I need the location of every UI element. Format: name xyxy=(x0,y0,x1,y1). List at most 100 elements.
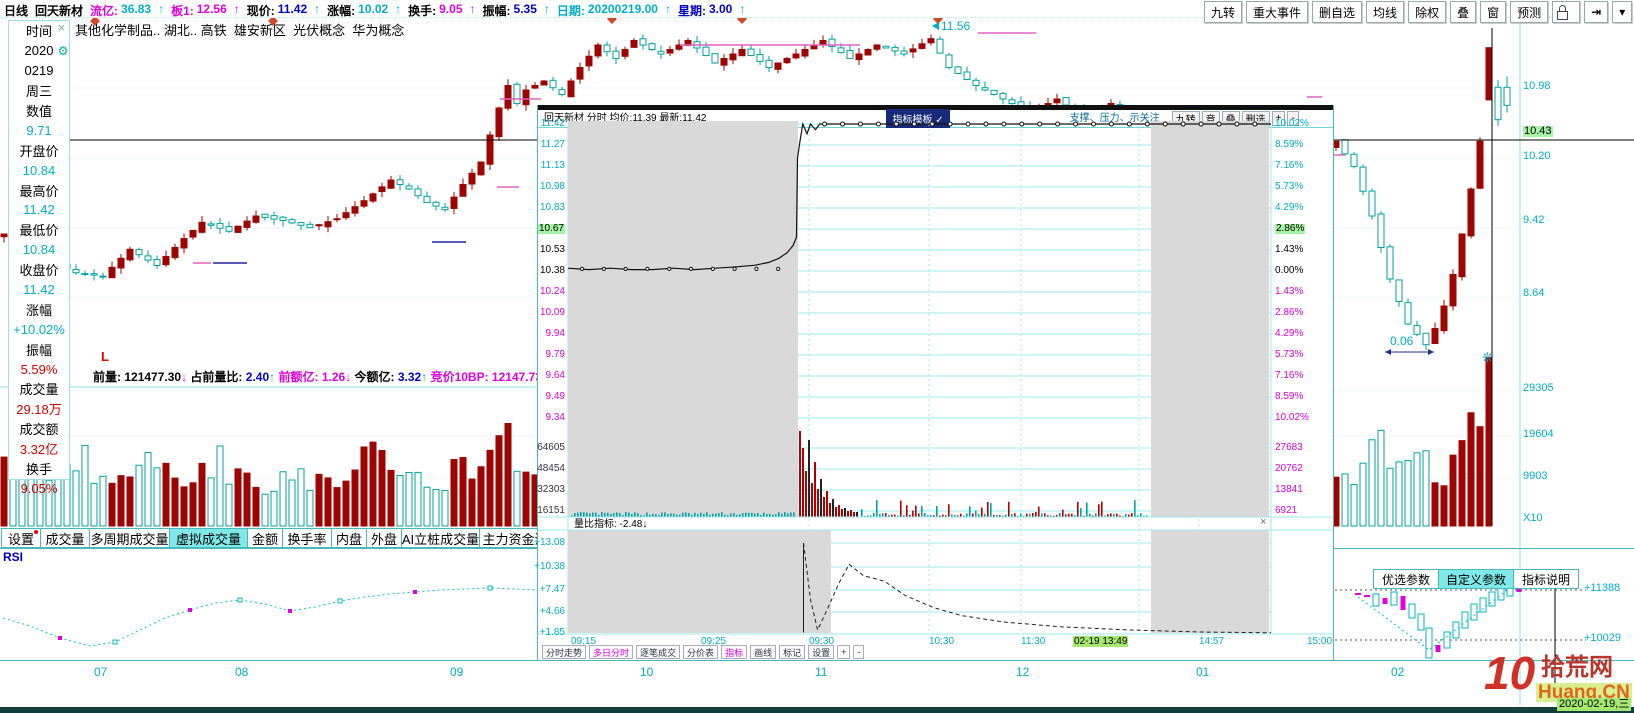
toolbar-button-除权[interactable]: 除权 xyxy=(1408,1,1447,23)
info-row: 9.71 xyxy=(26,122,52,138)
popup-tab-+[interactable]: + xyxy=(1271,111,1286,126)
info-row: 11.42 xyxy=(23,282,55,298)
intraday-pct-label: 5.73% xyxy=(1275,181,1304,192)
tab-优选参数[interactable]: 优选参数 xyxy=(1373,569,1439,589)
tab-多周期成交量[interactable]: 多周期成交量 xyxy=(90,528,170,548)
toolbar-button-叠[interactable]: 叠 xyxy=(1450,1,1477,23)
month-label: 09 xyxy=(450,665,464,679)
info-row: 2020 xyxy=(24,43,54,59)
tab-主力资金流[interactable]: 主力资金流 xyxy=(480,528,551,548)
toolbar-button-预测[interactable]: 预测 xyxy=(1510,1,1549,23)
axis-label: 10.43 xyxy=(1523,125,1553,137)
concept-tags[interactable]: 其他化学制品.. 湖北.. 高铁 雄安新区 光伏概念 华为概念 xyxy=(75,23,405,38)
toolbar-button-九转[interactable]: 九转 xyxy=(1204,1,1243,23)
tab-AI立桩成交量[interactable]: AI立桩成交量 xyxy=(402,528,480,548)
popup-tool-画线[interactable]: 画线 xyxy=(750,645,777,659)
info-row: 振幅 xyxy=(25,342,52,358)
tab-换手率[interactable]: 换手率 xyxy=(283,528,332,548)
tab-设置[interactable]: 设置 xyxy=(1,528,41,548)
popup-tool-逐笔成交[interactable]: 逐笔成交 xyxy=(636,645,681,659)
quote-field: 5.35 xyxy=(513,2,537,16)
toolbar-button-窗[interactable]: 窗 xyxy=(1480,1,1507,23)
annotation-segment: 今额亿: xyxy=(354,370,398,384)
intraday-price-label: 11.42 xyxy=(540,118,565,129)
info-row: 5.59% xyxy=(20,361,58,377)
toolbar-button-均线[interactable]: 均线 xyxy=(1366,1,1405,23)
tab-成交量[interactable]: 成交量 xyxy=(41,528,90,548)
quote-field: ↑ xyxy=(469,2,476,16)
masked-region xyxy=(1151,530,1269,633)
info-row: 成交额 xyxy=(19,422,59,438)
popup-links[interactable]: 支撑、压力、示关注 xyxy=(1069,112,1160,124)
tab-自定义参数[interactable]: 自定义参数 xyxy=(1439,569,1514,589)
intraday-pct-label: 5.73% xyxy=(1275,349,1304,360)
quote-field: 3.00 xyxy=(708,2,733,16)
intraday-vol-label: 64605 xyxy=(537,442,565,453)
quote-field: 11.42 xyxy=(277,2,308,16)
quote-field: 换手: xyxy=(408,4,437,18)
popup-bottom-toolbar: 分时走势 多日分时 逐笔成交 分价表 指标 画线 标记 设置 + - xyxy=(542,645,865,659)
annotation-segment: 前额亿: xyxy=(278,370,322,384)
annotation-segment: ↓ xyxy=(345,370,355,384)
tab-金额[interactable]: 金额 xyxy=(248,528,283,548)
popup-tool-分时走势[interactable]: 分时走势 xyxy=(542,645,587,659)
popup-tool-标记[interactable]: 标记 xyxy=(779,645,806,659)
masked-region xyxy=(568,121,798,517)
intraday-price-label: 9.94 xyxy=(545,328,565,339)
popup-tool-设置[interactable]: 设置 xyxy=(808,645,835,659)
quote-field: 9.05 xyxy=(439,2,463,16)
quote-field: 现价: xyxy=(246,4,275,18)
masked-region xyxy=(1151,121,1269,517)
quote-field: ↑ xyxy=(395,2,402,16)
month-label: 01 xyxy=(1196,665,1210,679)
quote-field: 12.56 xyxy=(196,2,227,16)
axis-label: X10 xyxy=(1523,512,1543,524)
info-row: 3.32亿 xyxy=(19,442,59,458)
intraday-pct-label: 1.43% xyxy=(1275,286,1304,297)
tab-外盘[interactable]: 外盘 xyxy=(367,528,402,548)
popup-tool-分价表[interactable]: 分价表 xyxy=(683,645,719,659)
toolbar-button-重大事件[interactable]: 重大事件 xyxy=(1246,1,1309,23)
popup-tool-+[interactable]: + xyxy=(837,645,851,659)
quote-field: 日期: xyxy=(556,4,585,18)
intraday-pct-label: 8.59% xyxy=(1275,391,1304,402)
annotation-segment: ↑ xyxy=(269,370,279,384)
toolbar-button-删自选[interactable]: 删自选 xyxy=(1312,1,1363,23)
axis-label: +10029 xyxy=(1584,632,1622,644)
rsi-indicator-label[interactable]: RSI xyxy=(3,550,24,564)
info-row: 0219 xyxy=(24,63,54,79)
jump-last-icon[interactable]: ⇥ xyxy=(1584,1,1609,23)
time-axis-label: 14:57 xyxy=(1199,636,1225,647)
lock-icon[interactable] xyxy=(1552,1,1581,23)
measure-callout: 0.06 xyxy=(1390,334,1414,348)
gear-icon[interactable]: ⚙ xyxy=(57,44,69,58)
close-icon[interactable]: × xyxy=(57,20,66,35)
popup-tool-多日分时[interactable]: 多日分时 xyxy=(589,645,634,659)
quote-field: ↑ xyxy=(233,2,240,16)
quote-fields: 日线 回天新材 流亿: 36.83 ↑ 板1: 12.56 ↑ 现价: 11.42 ↑ 涨幅: 10.0… xyxy=(4,2,750,18)
ratio-axis-label: +4.66 xyxy=(539,606,565,617)
intraday-pct-label: 10.02% xyxy=(1275,412,1309,423)
annotation-segment: ↓ xyxy=(181,370,191,384)
intraday-vol-label: 13841 xyxy=(1275,484,1303,495)
intraday-vol-label: 27683 xyxy=(1275,442,1303,453)
quote-field: ↑ xyxy=(158,2,165,16)
quote-field: ↑ xyxy=(314,2,321,16)
chevron-down-icon[interactable]: ▾ xyxy=(1612,1,1633,23)
snowflake-marker: ❊ xyxy=(1482,350,1493,365)
quote-field: ↑ xyxy=(664,2,671,16)
watermark-name: 拾荒网 xyxy=(1541,654,1613,681)
axis-label: +11388 xyxy=(1584,582,1621,594)
close-icon[interactable]: × xyxy=(1260,516,1267,528)
annotation-segment: 占前量比: xyxy=(190,370,246,384)
time-axis-label: 09:25 xyxy=(701,636,727,647)
popup-tool--[interactable]: - xyxy=(853,645,865,659)
tab-指标说明[interactable]: 指标说明 xyxy=(1514,569,1579,589)
auction-annotation-line: 前量: 121477.30↓ 占前量比: 2.40↑ 前额亿: 1.26↓ 今额… xyxy=(93,371,548,383)
tab-虚拟成交量[interactable]: 虚拟成交量 xyxy=(170,528,248,548)
popup-tool-指标[interactable]: 指标 xyxy=(721,645,748,659)
tab-内盘[interactable]: 内盘 xyxy=(332,528,367,548)
popup-top-border xyxy=(538,105,1333,110)
popup-tab--[interactable]: - xyxy=(1287,111,1299,126)
intraday-chart xyxy=(538,121,1333,635)
